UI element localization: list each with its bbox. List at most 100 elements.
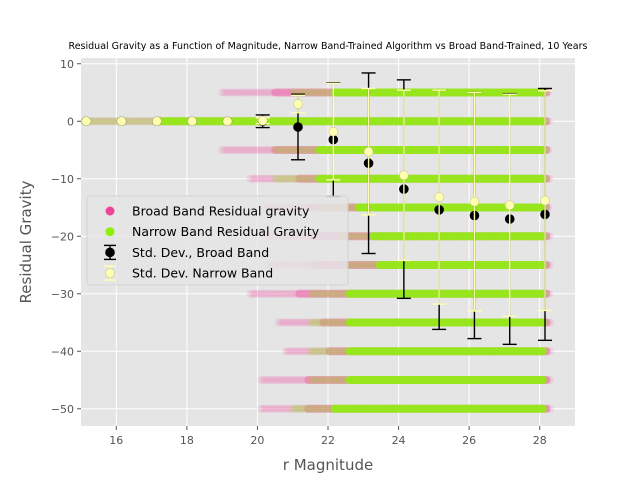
scatter-point bbox=[545, 376, 554, 384]
scatter-point bbox=[294, 347, 303, 356]
scatter-point bbox=[321, 347, 330, 356]
scatter-point bbox=[298, 289, 307, 298]
scatter-point bbox=[279, 376, 288, 384]
scatter-point bbox=[142, 117, 151, 126]
scatter-point bbox=[289, 318, 298, 327]
scatter-point bbox=[144, 117, 153, 126]
scatter-point bbox=[321, 376, 330, 384]
scatter-point bbox=[321, 404, 330, 413]
scatter-point bbox=[271, 376, 280, 384]
scatter-point bbox=[248, 174, 257, 183]
scatter-point bbox=[545, 261, 554, 269]
scatter-point bbox=[308, 174, 317, 183]
scatter-point bbox=[326, 289, 335, 298]
scatter-point bbox=[265, 88, 274, 97]
scatter-point bbox=[298, 174, 307, 183]
scatter-point bbox=[347, 261, 356, 269]
scatter-point bbox=[363, 261, 372, 269]
scatter-band-core bbox=[345, 376, 547, 384]
scatter-point bbox=[268, 174, 277, 183]
scatter-point bbox=[280, 174, 289, 183]
scatter-point bbox=[237, 146, 246, 154]
errorbar-point bbox=[116, 116, 127, 127]
scatter-point bbox=[124, 117, 133, 126]
scatter-point bbox=[323, 404, 332, 413]
scatter-point bbox=[298, 146, 307, 154]
scatter-point bbox=[291, 404, 300, 413]
scatter-point bbox=[285, 146, 294, 154]
scatter-point bbox=[237, 88, 246, 97]
scatter-point bbox=[328, 376, 337, 384]
scatter-point bbox=[328, 318, 337, 327]
scatter-point bbox=[284, 318, 293, 327]
scatter-point bbox=[313, 347, 322, 356]
scatter-point bbox=[127, 117, 136, 126]
scatter-point bbox=[306, 376, 315, 384]
scatter-point bbox=[228, 146, 237, 154]
scatter-point bbox=[351, 232, 360, 241]
scatter-band bbox=[306, 347, 550, 356]
scatter-point bbox=[326, 376, 335, 384]
scatter-point bbox=[349, 261, 358, 269]
legend-item: Broad Band Residual gravity bbox=[105, 204, 310, 219]
scatter-point bbox=[105, 117, 114, 126]
scatter-point bbox=[323, 376, 332, 384]
scatter-point bbox=[310, 289, 319, 298]
scatter-point bbox=[338, 376, 347, 384]
scatter-point bbox=[262, 146, 271, 154]
scatter-point bbox=[250, 146, 259, 154]
legend-item: Narrow Band Residual Gravity bbox=[105, 224, 320, 239]
scatter-point bbox=[274, 376, 283, 384]
scatter-point bbox=[260, 88, 269, 97]
scatter-point bbox=[318, 289, 326, 298]
scatter-band-core bbox=[369, 232, 547, 241]
scatter-point bbox=[350, 232, 359, 241]
scatter-point bbox=[331, 376, 340, 384]
scatter-point bbox=[333, 347, 342, 356]
scatter-point bbox=[330, 289, 339, 298]
scatter-point bbox=[320, 289, 329, 298]
scatter-point bbox=[335, 289, 344, 298]
scatter-point bbox=[311, 376, 320, 384]
scatter-point bbox=[230, 88, 239, 97]
scatter-point bbox=[286, 318, 295, 327]
scatter-point bbox=[276, 146, 285, 154]
scatter-point bbox=[271, 146, 280, 154]
scatter-point bbox=[311, 289, 320, 298]
scatter-point bbox=[316, 376, 325, 384]
scatter-band-core bbox=[375, 261, 547, 269]
scatter-point bbox=[306, 318, 315, 327]
scatter-point bbox=[129, 117, 138, 126]
scatter-point bbox=[293, 174, 302, 183]
scatter-point bbox=[280, 289, 289, 298]
legend-marker bbox=[105, 268, 115, 278]
scatter-point bbox=[331, 318, 340, 327]
scatter-point bbox=[313, 289, 322, 298]
scatter-point bbox=[309, 318, 318, 327]
scatter-point bbox=[299, 318, 308, 327]
errorbar-marker bbox=[293, 99, 303, 109]
scatter-point bbox=[134, 117, 143, 126]
legend-item: Std. Dev., Broad Band bbox=[104, 244, 269, 261]
scatter-point bbox=[267, 88, 276, 97]
scatter-point bbox=[310, 404, 319, 413]
scatter-point bbox=[256, 404, 265, 413]
scatter-point bbox=[313, 88, 322, 97]
scatter-point bbox=[232, 146, 241, 154]
scatter-point bbox=[323, 88, 332, 97]
scatter-point bbox=[361, 232, 370, 241]
y-tick-label: −40 bbox=[51, 345, 74, 358]
scatter-point bbox=[303, 174, 312, 183]
scatter-point bbox=[293, 174, 302, 183]
scatter-point bbox=[246, 289, 255, 298]
tick-layer: 16 18 20 22 24 26 28 10 0 −10 −20 −30 −40 −50 bbox=[51, 58, 547, 447]
scatter-point bbox=[314, 318, 323, 327]
scatter-point bbox=[278, 289, 287, 298]
scatter-point bbox=[327, 289, 336, 298]
scatter-point bbox=[283, 289, 292, 298]
scatter-band bbox=[306, 289, 550, 298]
scatter-point bbox=[303, 146, 312, 154]
scatter-point bbox=[95, 117, 104, 126]
scatter-point bbox=[349, 232, 358, 241]
scatter-point bbox=[296, 404, 305, 413]
